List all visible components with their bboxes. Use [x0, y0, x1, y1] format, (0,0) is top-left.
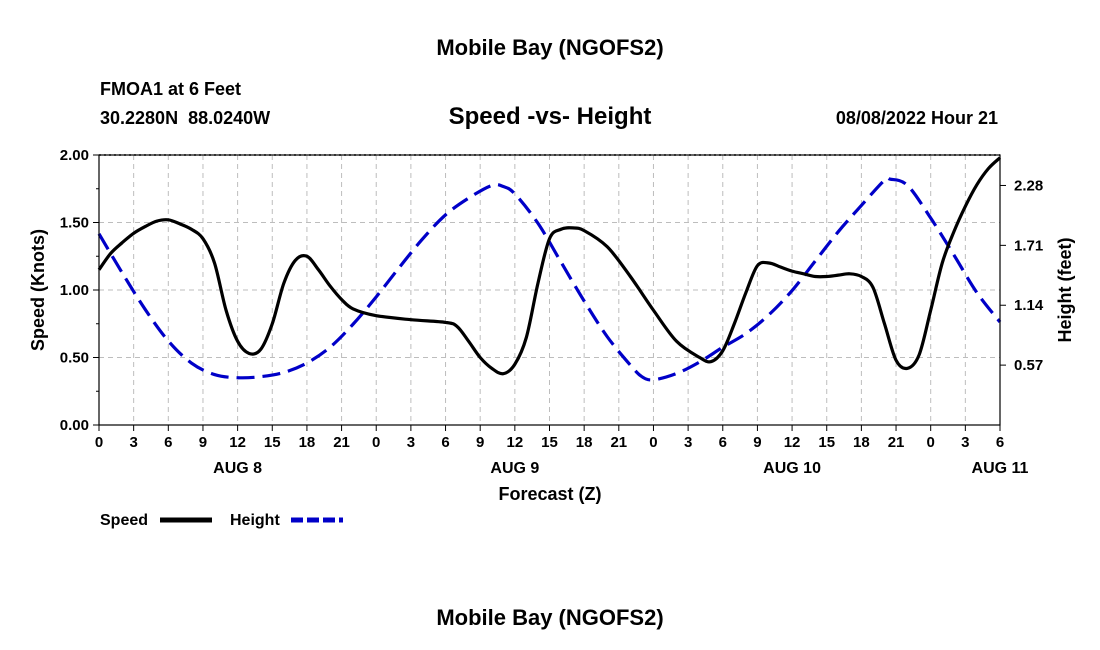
x-tick-label: 0 [95, 434, 103, 451]
y2-tick-label: 1.71 [1014, 237, 1043, 254]
x-tick-label: 3 [961, 434, 969, 451]
x-tick-label: 15 [541, 434, 558, 451]
chart-title: Speed -vs- Height [449, 103, 652, 130]
x-tick-label: 18 [576, 434, 593, 451]
x-tick-label: 21 [888, 434, 905, 451]
x-tick-label: 9 [476, 434, 484, 451]
series-line-height [97, 176, 1002, 382]
grid-lines [99, 154, 1000, 425]
y-tick-label: 1.50 [60, 215, 89, 232]
station-coords: 30.2280N 88.0240W [100, 108, 270, 128]
x-tick-label: 9 [753, 434, 761, 451]
day-label: AUG 10 [763, 460, 821, 477]
x-tick-label: 12 [229, 434, 246, 451]
station-label: FMOA1 at 6 Feet [100, 79, 241, 99]
x-tick-label: 21 [610, 434, 627, 451]
y2-tick-label: 0.57 [1014, 357, 1043, 374]
x-tick-label: 18 [299, 434, 316, 451]
x-tick-label: 0 [372, 434, 380, 451]
y-tick-label: 1.00 [60, 282, 89, 299]
x-tick-label: 0 [649, 434, 657, 451]
x-tick-label: 0 [927, 434, 935, 451]
x-tick-label: 6 [164, 434, 172, 451]
x-tick-label: 9 [199, 434, 207, 451]
series-layer [97, 156, 1002, 382]
axis-ticks: 0 3 6 9 12 15 18 21 0 3 6 9 12 15 18 21 0 3 6 9 12 15 18 21 0 3 6 0… [60, 147, 1044, 477]
day-label: AUG 11 [972, 460, 1029, 477]
x-tick-label: 6 [441, 434, 449, 451]
x-axis-label: Forecast (Z) [498, 484, 601, 504]
y2-tick-label: 2.28 [1014, 177, 1043, 194]
y-tick-label: 0.50 [60, 350, 89, 367]
day-label: AUG 8 [213, 460, 262, 477]
legend: Speed Height [100, 512, 343, 529]
page-title: Mobile Bay (NGOFS2) [436, 35, 663, 60]
x-tick-label: 15 [264, 434, 281, 451]
series-line-speed [97, 156, 1002, 376]
x-tick-label: 3 [684, 434, 692, 451]
x-tick-label: 3 [407, 434, 415, 451]
x-tick-label: 6 [719, 434, 727, 451]
x-tick-label: 15 [818, 434, 835, 451]
legend-speed-label: Speed [100, 512, 148, 529]
y-tick-label: 0.00 [60, 417, 89, 434]
x-tick-label: 21 [333, 434, 350, 451]
y-tick-label: 2.00 [60, 147, 89, 164]
forecast-datetime: 08/08/2022 Hour 21 [836, 108, 998, 128]
x-tick-label: 12 [507, 434, 524, 451]
y-axis-label: Speed (Knots) [28, 229, 48, 351]
x-tick-label: 3 [129, 434, 137, 451]
legend-height-label: Height [230, 512, 280, 529]
y2-axis-label: Height (feet) [1055, 238, 1075, 343]
day-label: AUG 9 [490, 460, 539, 477]
x-tick-label: 6 [996, 434, 1004, 451]
footer-title: Mobile Bay (NGOFS2) [436, 605, 663, 630]
x-tick-label: 12 [784, 434, 801, 451]
y2-tick-label: 1.14 [1014, 297, 1044, 314]
x-tick-label: 18 [853, 434, 870, 451]
